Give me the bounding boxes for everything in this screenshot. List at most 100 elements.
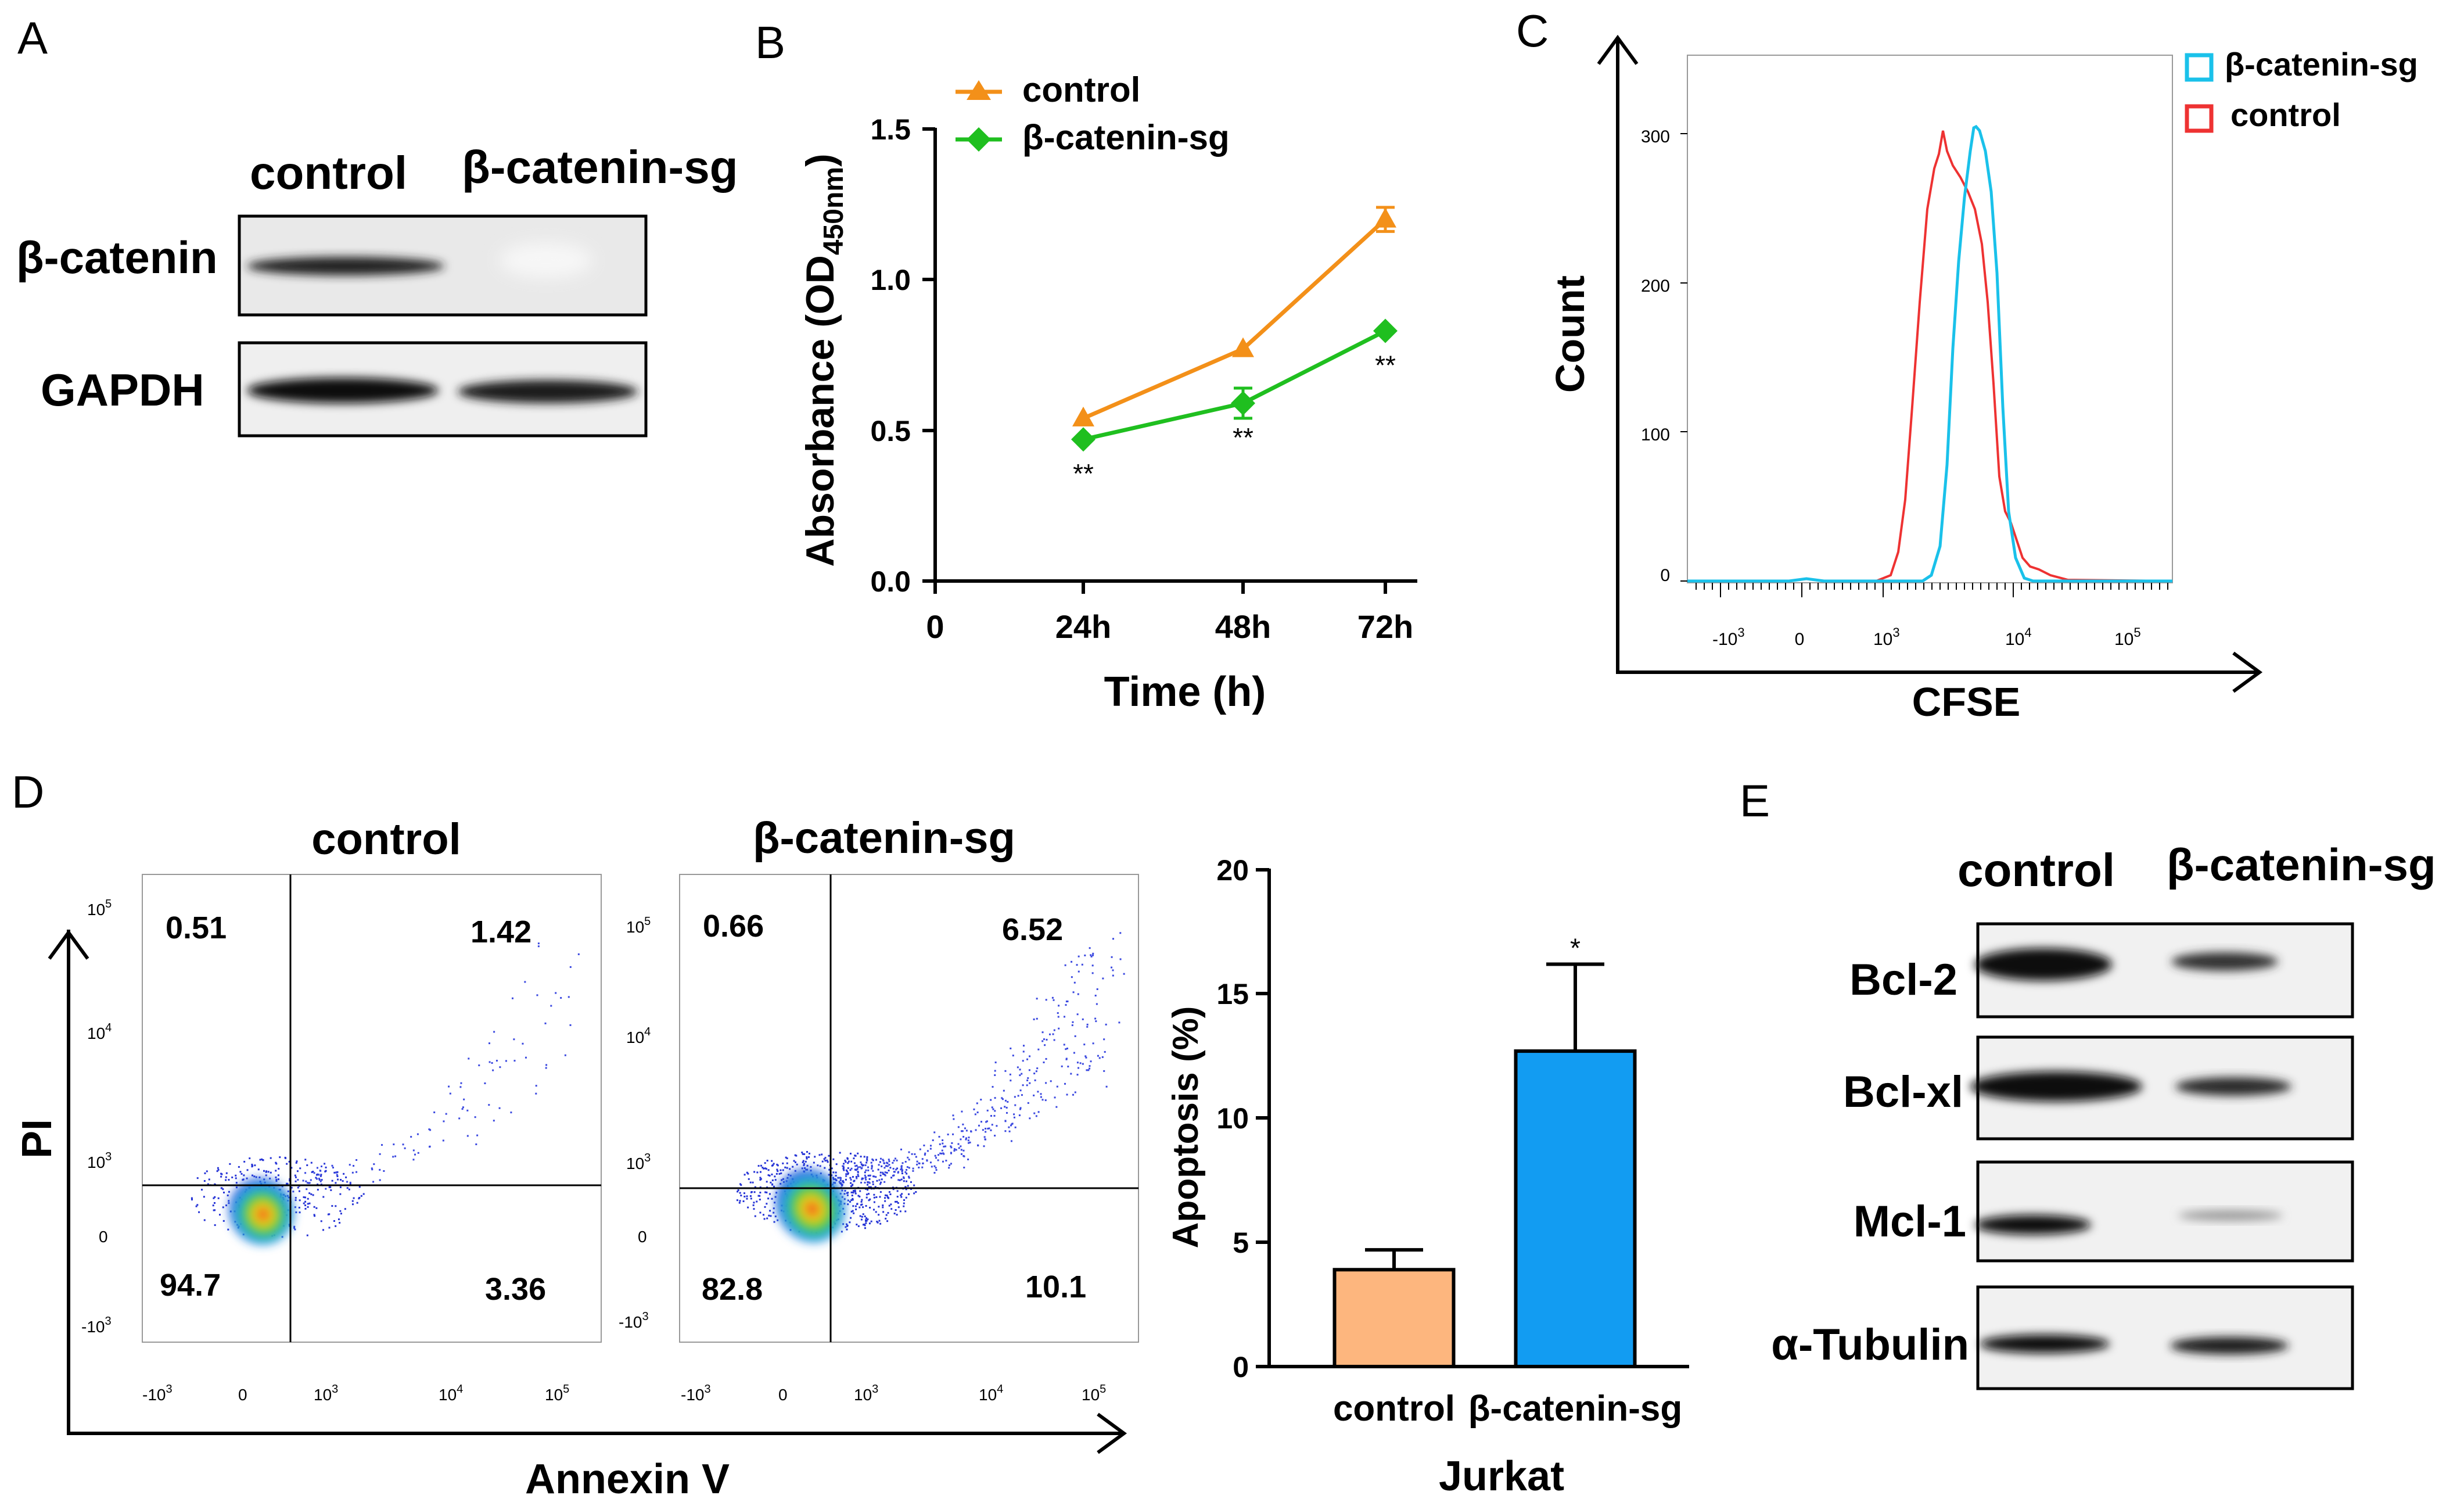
flow-sg-event-711 — [1094, 995, 1097, 997]
flow-sg-event-171 — [773, 1211, 775, 1214]
flow-sg-event-949 — [1082, 1063, 1084, 1065]
flow-sg-event-588 — [903, 1202, 905, 1204]
cfse-ytick-100: 100 — [1641, 425, 1670, 444]
flow-q-ll-sg: 82.8 — [702, 1272, 763, 1307]
flow-sg-event-913 — [904, 1171, 907, 1173]
flow-ylabel: PI — [14, 1119, 60, 1159]
flow-sg-event-561 — [847, 1199, 849, 1202]
flow-control-event-336 — [316, 1178, 318, 1180]
flow-sg-event-605 — [842, 1181, 845, 1184]
flow-sg-event-142 — [831, 1174, 833, 1177]
flow-sg-event-990 — [942, 1152, 944, 1154]
flow-control-event-4 — [275, 1170, 277, 1172]
flow-sg-event-766 — [934, 1154, 936, 1157]
flow-sg-event-490 — [841, 1189, 843, 1192]
flow-sg-event-871 — [1098, 1057, 1101, 1059]
flow-control-event-412 — [351, 1171, 354, 1174]
flow-sg-event-324 — [849, 1177, 852, 1179]
flow-control-event-367 — [564, 1054, 566, 1056]
flow-sg-event-749 — [1037, 1091, 1039, 1093]
flow-sg-event-246 — [852, 1199, 854, 1201]
flow-control-event-80 — [269, 1177, 271, 1179]
flow-sg-event-229 — [864, 1227, 866, 1229]
flow-sg-event-31 — [764, 1206, 766, 1208]
flow-sg-event-825 — [1066, 1001, 1069, 1003]
flow-sg-event-386 — [768, 1174, 771, 1177]
flow-sg-event-897 — [1091, 954, 1094, 956]
flow-sg-event-626 — [845, 1161, 847, 1163]
flow-sg-event-937 — [929, 1148, 932, 1150]
flow-control-event-385 — [493, 1031, 495, 1033]
flow-sg-event-216 — [843, 1169, 845, 1171]
flow-xtick-103: 103 — [314, 1383, 338, 1404]
flow-sg-event-1011 — [1010, 1080, 1012, 1082]
flow-control-event-362 — [488, 1042, 490, 1045]
flow-sg-event-947 — [883, 1167, 886, 1169]
flow-sg-event-921 — [1103, 1038, 1105, 1041]
flow-ytick-105-base: 10 — [87, 901, 105, 919]
flow-sg-event-619 — [863, 1223, 865, 1225]
flow-control-event-427 — [392, 1156, 394, 1158]
flow-sg-event-316 — [905, 1188, 907, 1191]
flow-sg-event-213 — [794, 1170, 796, 1172]
flow-sg-event-941 — [892, 1168, 895, 1170]
flow-control-event-122 — [222, 1188, 224, 1191]
flow-sg-event-776 — [1027, 1102, 1029, 1104]
flow-sg-event-542 — [896, 1200, 898, 1203]
flow-control-event-360 — [475, 1143, 477, 1145]
flow-sg-event-510 — [864, 1215, 866, 1217]
flow-control-event-38 — [235, 1186, 238, 1189]
flow-sg-event-1012 — [906, 1169, 908, 1171]
flow-control-event-383 — [310, 1179, 312, 1181]
line-significance-0: ** — [1073, 458, 1094, 489]
flow-sg-xtick-103-base: 10 — [854, 1386, 872, 1404]
flow-sg-event-93 — [777, 1219, 779, 1221]
flow-control-event-320 — [569, 1024, 572, 1026]
flow-sg-event-582 — [859, 1195, 861, 1197]
flow-sg-event-998 — [1004, 1099, 1007, 1102]
flow-sg-xtick-105-base: 10 — [1082, 1386, 1100, 1404]
flow-sg-event-259 — [801, 1152, 803, 1154]
flow-sg-event-901 — [991, 1106, 993, 1109]
flow-sg-event-333 — [782, 1162, 784, 1164]
flow-sg-event-693 — [867, 1169, 870, 1171]
flow-control-event-328 — [466, 1109, 469, 1111]
flow-ytick-neg3-exp: 3 — [105, 1315, 111, 1328]
flow-sg-event-89 — [803, 1164, 805, 1166]
flow-sg-event-254 — [737, 1191, 739, 1193]
flow-control-event-236 — [304, 1200, 307, 1203]
flow-sg-event-329 — [846, 1194, 849, 1196]
flow-sg-event-868 — [1091, 964, 1094, 967]
cfse-xtick-103: 103 — [1873, 625, 1900, 649]
flow-sg-event-539 — [781, 1179, 783, 1181]
flow-sg-event-326 — [900, 1196, 903, 1198]
flow-control-event-160 — [243, 1160, 246, 1163]
flow-sg-event-684 — [985, 1128, 987, 1130]
flow-sg-event-143 — [849, 1153, 852, 1155]
cfse-ytick-0: 0 — [1660, 566, 1670, 585]
flow-sg-event-786 — [960, 1130, 962, 1132]
flow-sg-event-147 — [900, 1178, 903, 1181]
flow-sg-event-328 — [899, 1179, 901, 1181]
flow-control-event-416 — [466, 1135, 469, 1137]
line-xlabel: Time (h) — [1104, 669, 1266, 715]
flow-sg-event-111 — [844, 1159, 846, 1161]
flow-sg-event-657 — [975, 1129, 977, 1131]
flow-sg-event-281 — [766, 1217, 768, 1220]
flow-sg-event-922 — [1081, 963, 1083, 966]
flow-control-event-376 — [513, 1038, 515, 1041]
flow-sg-event-60 — [857, 1152, 859, 1154]
cfse-ytick-300: 300 — [1641, 127, 1670, 146]
flow-sg-event-962 — [929, 1145, 932, 1147]
flow-sg-event-212 — [847, 1203, 849, 1206]
flow-sg-event-714 — [1022, 1050, 1025, 1053]
flow-sg-event-933 — [908, 1151, 910, 1153]
flow-sg-event-302 — [873, 1201, 875, 1203]
flow-sg-event-659 — [1119, 958, 1122, 960]
flow-control-event-51 — [307, 1197, 309, 1200]
flow-sg-event-25 — [879, 1196, 881, 1198]
flow-sg-event-670 — [976, 1102, 978, 1105]
flow-control-event-345 — [428, 1128, 430, 1131]
flow-sg-event-187 — [806, 1164, 809, 1167]
flow-sg-event-780 — [948, 1167, 950, 1169]
